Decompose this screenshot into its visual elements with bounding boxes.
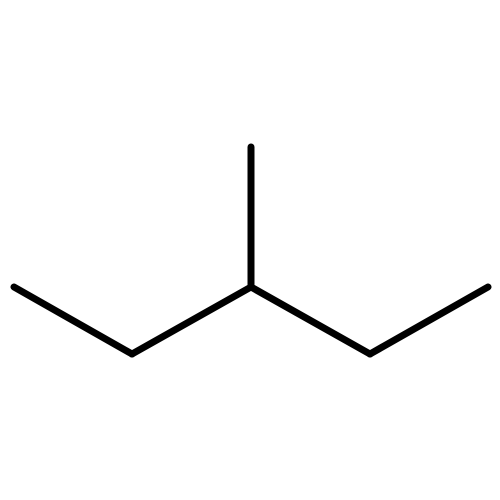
bond (370, 287, 488, 354)
molecule-diagram (0, 0, 500, 500)
bond (132, 287, 251, 354)
bond (14, 287, 132, 354)
bond (251, 287, 370, 354)
